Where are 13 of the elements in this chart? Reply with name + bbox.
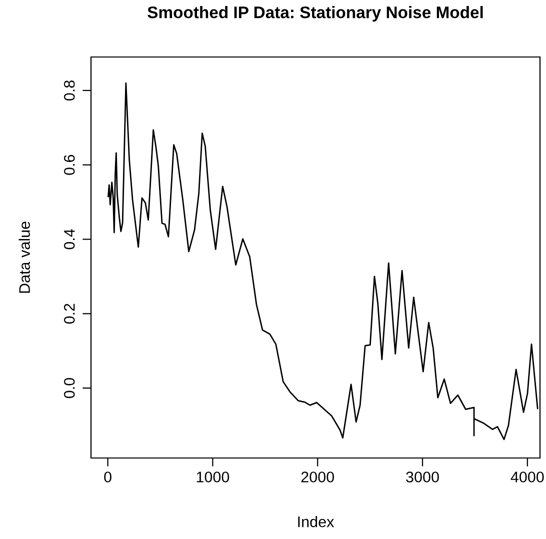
y-axis-title: Data value: [18, 222, 30, 293]
x-tick-label: 0: [104, 472, 112, 482]
y-tick-label: 0.0: [64, 378, 75, 398]
y-tick-label: 0.8: [64, 80, 75, 100]
x-axis-title: Index: [298, 516, 334, 528]
x-tick-label: 2000: [301, 472, 334, 482]
x-tick-label: 3000: [406, 472, 439, 482]
y-tick-label: 0.4: [64, 229, 75, 250]
y-tick-label: 0.2: [64, 304, 75, 324]
y-tick-label: 0.6: [64, 154, 75, 175]
x-tick-label: 1000: [196, 472, 230, 482]
chart-title: Smoothed IP Data: Stationary Noise Model: [148, 6, 483, 22]
x-tick-label: 4000: [510, 472, 544, 482]
